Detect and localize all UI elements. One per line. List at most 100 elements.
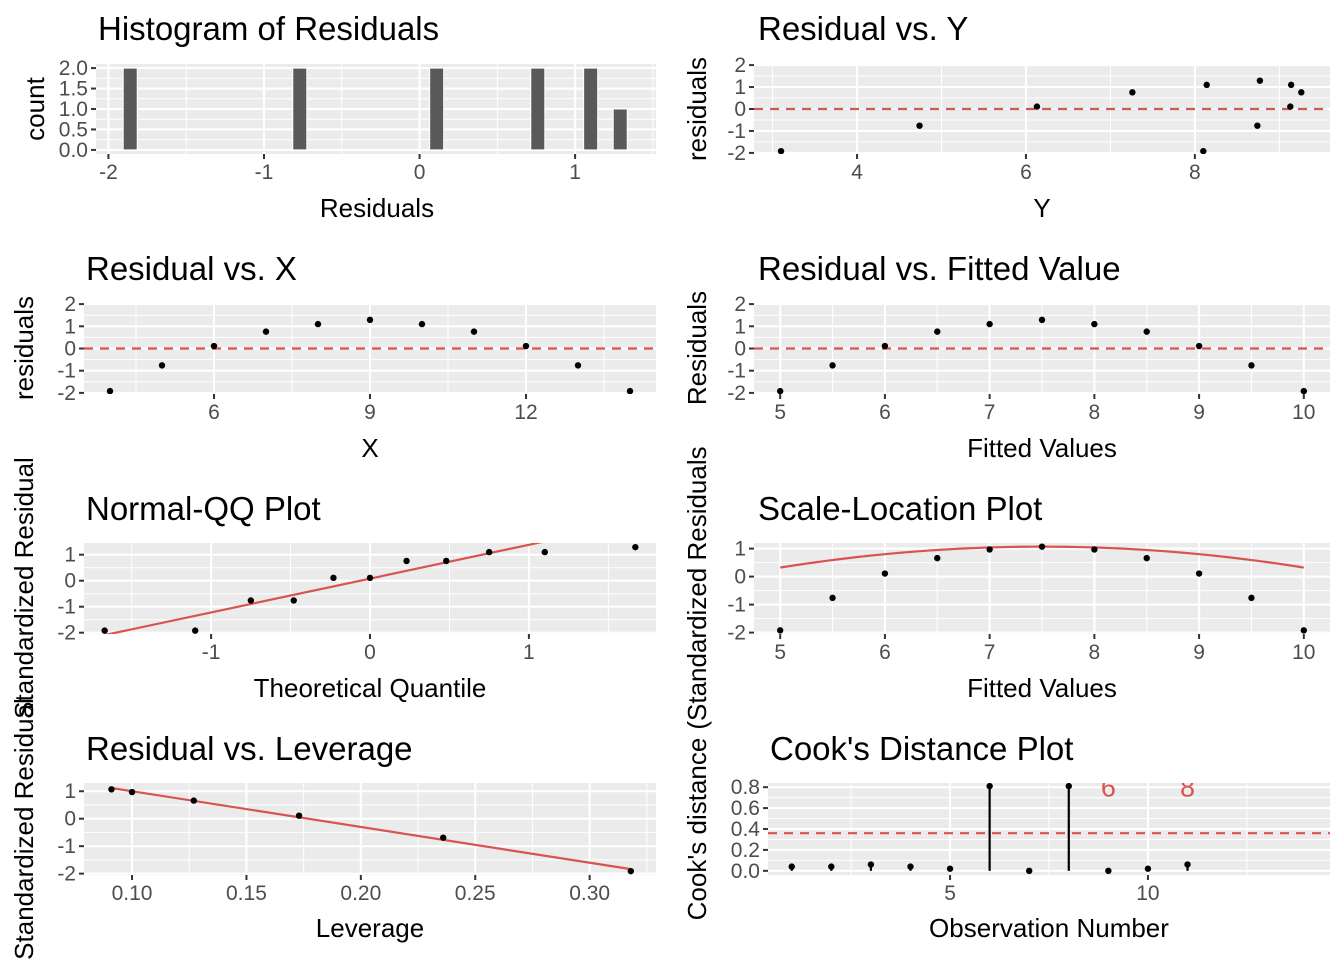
y-tick-label: -2: [57, 622, 76, 645]
data-point: [262, 328, 270, 335]
data-point: [1195, 342, 1203, 350]
data-point: [210, 342, 218, 350]
x-tick-label: 5: [774, 641, 786, 664]
chart-title: Residual vs. Fitted Value: [758, 250, 1121, 287]
histogram-bar: [530, 67, 546, 151]
y-tick-label: -1: [727, 360, 746, 383]
data-point: [627, 867, 635, 875]
y-axis-label: (Standardized Residuals: [682, 446, 712, 729]
x-tick-label: 8: [1089, 401, 1101, 424]
data-point: [295, 812, 303, 819]
y-tick-label: 2: [64, 293, 76, 316]
data-point: [1256, 77, 1264, 84]
x-tick-label: 12: [514, 401, 537, 424]
x-axis-label: Fitted Values: [967, 673, 1117, 703]
data-point: [247, 597, 255, 604]
y-tick-label: 0.5: [59, 118, 88, 141]
data-point: [192, 627, 199, 634]
data-layer: [108, 786, 635, 875]
data-point: [829, 362, 836, 369]
y-tick-label: 0.8: [731, 776, 760, 799]
histogram-bar: [292, 67, 308, 151]
y-tick-label: 0: [734, 98, 746, 121]
data-point: [934, 554, 941, 562]
x-tick-label: 10: [1292, 641, 1315, 664]
y-tick-label: -1: [727, 120, 746, 143]
data-point: [108, 786, 115, 793]
data-point: [776, 387, 784, 394]
y-tick-label: -2: [727, 382, 746, 405]
chart-title: Cook's Distance Plot: [770, 730, 1073, 767]
x-axis-label: Observation Number: [929, 913, 1169, 943]
influential-point-label: 8: [1180, 772, 1195, 802]
data-point: [776, 627, 784, 634]
y-tick-label: 2.0: [59, 57, 88, 80]
data-point: [1091, 546, 1098, 553]
data-point: [440, 834, 447, 841]
y-axis-label: Residuals: [682, 291, 712, 405]
y-tick-label: 1: [734, 315, 746, 338]
y-axis-label: Cook's distance: [682, 738, 712, 921]
data-point: [632, 543, 639, 551]
data-point: [1195, 570, 1203, 577]
y-axis-label: residuals: [9, 296, 39, 400]
y-tick-label: 1: [734, 538, 746, 561]
cooks-distance-point: [946, 865, 954, 872]
data-point: [986, 320, 993, 328]
x-tick-label: 6: [208, 401, 220, 424]
y-tick-label: -2: [727, 622, 746, 645]
data-point: [1143, 554, 1150, 562]
x-tick-label: -2: [99, 161, 118, 184]
y-tick-label: 0.0: [731, 860, 760, 883]
x-tick-label: 7: [984, 641, 996, 664]
data-point: [1129, 89, 1136, 96]
x-tick-label: 4: [851, 161, 863, 184]
x-tick-label: 6: [879, 401, 891, 424]
influential-point-label: 6: [1101, 772, 1116, 802]
x-tick-label: 5: [944, 882, 956, 905]
y-tick-label: 1: [734, 76, 746, 99]
data-point: [574, 362, 582, 369]
data-point: [366, 316, 374, 324]
y-tick-label: -2: [57, 863, 76, 886]
fit-line: [111, 786, 632, 871]
x-tick-label: 0.10: [112, 882, 153, 905]
y-tick-label: 1: [64, 780, 76, 803]
x-tick-label: 9: [364, 401, 376, 424]
data-point: [366, 574, 374, 582]
data-point: [1298, 89, 1305, 96]
data-point: [1300, 387, 1308, 394]
y-axis-label: count: [20, 76, 50, 140]
data-point: [541, 548, 548, 556]
data-point: [418, 320, 426, 328]
chart-title: Histogram of Residuals: [98, 10, 439, 47]
data-point: [190, 797, 198, 804]
y-tick-label: 0.0: [59, 139, 88, 162]
x-axis-label: X: [361, 433, 378, 463]
y-axis-label: residuals: [682, 57, 712, 161]
y-axis-label: Standardized Residual: [9, 457, 39, 719]
data-layer: [776, 543, 1308, 634]
cooks-distance-point: [986, 783, 993, 790]
data-point: [1200, 147, 1207, 154]
x-tick-label: 7: [984, 401, 996, 424]
y-tick-label: 0: [64, 338, 76, 361]
y-tick-label: 0: [64, 808, 76, 831]
data-layer: [754, 316, 1330, 394]
data-layer: [84, 316, 656, 394]
data-point: [1287, 103, 1294, 110]
y-tick-label: 0: [64, 570, 76, 593]
x-tick-label: -1: [202, 641, 221, 664]
data-point: [128, 788, 136, 796]
data-point: [1248, 362, 1255, 369]
data-point: [1038, 543, 1046, 550]
cooks-distance-point: [1065, 783, 1072, 790]
data-point: [330, 574, 337, 582]
y-tick-label: 1: [64, 315, 76, 338]
data-point: [1248, 594, 1255, 602]
data-point: [314, 320, 322, 328]
chart-panel-1: -2 -1 0 1 0.00.51.01.52.0 Histogram of Residu…: [20, 10, 656, 223]
data-point: [443, 557, 450, 565]
